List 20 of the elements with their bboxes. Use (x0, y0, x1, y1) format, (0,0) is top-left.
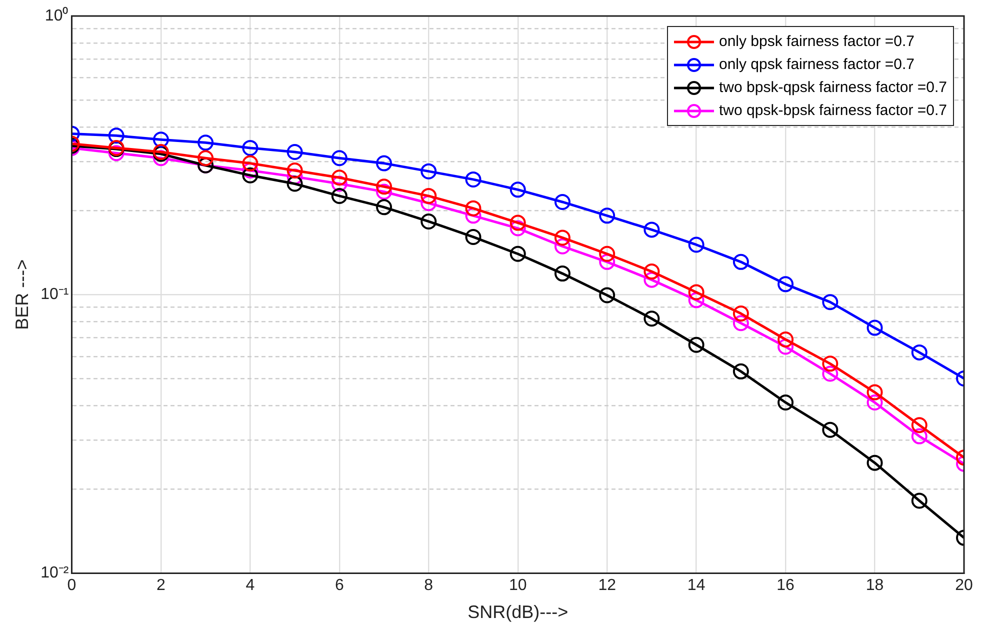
y-tick-label: 10⁰ (44, 6, 69, 24)
x-tick-label: 10 (508, 577, 527, 594)
x-tick-label: 12 (598, 577, 616, 594)
legend-label: two qpsk-bpsk fairness factor =0.7 (719, 102, 948, 119)
legend-label: only bpsk fairness factor =0.7 (719, 33, 915, 50)
x-tick-label: 2 (156, 577, 166, 594)
y-axis-title: BER ---> (12, 259, 32, 330)
x-axis-title: SNR(dB)---> (468, 602, 568, 622)
x-tick-label: 0 (67, 577, 76, 594)
x-tick-label: 18 (866, 577, 884, 594)
x-tick-label: 6 (334, 577, 344, 594)
y-tick-label: 10⁻² (40, 564, 70, 582)
x-tick-label: 14 (687, 577, 706, 594)
x-tick-label: 20 (955, 577, 973, 594)
x-tick-label: 4 (246, 577, 255, 594)
y-tick-label: 10⁻¹ (40, 286, 69, 304)
x-tick-label: 16 (776, 577, 795, 594)
x-tick-label: 8 (424, 577, 434, 594)
legend-label: two bpsk-qpsk fairness factor =0.7 (719, 79, 948, 96)
legend-label: only qpsk fairness factor =0.7 (719, 56, 915, 73)
